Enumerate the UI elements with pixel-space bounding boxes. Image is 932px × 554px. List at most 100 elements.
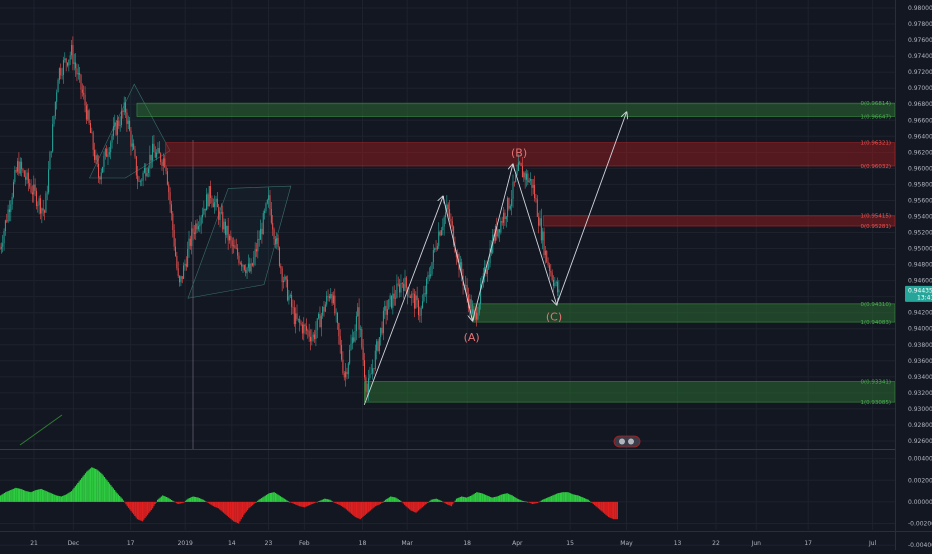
osc-bar — [366, 502, 367, 514]
candle-body — [180, 276, 181, 282]
osc-bar — [1, 495, 2, 502]
time-tick-label: Jun — [751, 540, 762, 547]
osc-bar — [220, 502, 221, 511]
time-tick-label: 15 — [566, 540, 574, 547]
candle-body — [523, 173, 524, 178]
candle-body — [207, 194, 208, 206]
candle-body — [141, 181, 142, 182]
osc-bar — [379, 502, 380, 505]
osc-bar — [358, 502, 359, 519]
osc-bar — [398, 499, 399, 502]
osc-bar — [480, 493, 481, 502]
candle-body — [405, 277, 406, 290]
osc-bar — [200, 499, 201, 502]
price-tick-label: 0.96000 — [908, 165, 932, 172]
osc-bar — [143, 502, 144, 520]
osc-bar — [194, 497, 195, 502]
osc-bar — [361, 502, 362, 518]
osc-bar — [234, 502, 235, 522]
candle-body — [518, 163, 519, 171]
osc-bar — [445, 502, 446, 503]
candle-body — [344, 373, 345, 377]
candle-body — [220, 212, 221, 220]
osc-bar — [437, 499, 438, 502]
candle-body — [301, 323, 302, 324]
candle-body — [437, 246, 438, 249]
candle-body — [400, 283, 401, 293]
time-tick-label: 2019 — [178, 540, 193, 547]
candle-body — [287, 280, 288, 301]
osc-bar — [257, 501, 258, 502]
candle-body — [319, 314, 320, 327]
candle-body — [24, 171, 25, 177]
osc-bar — [405, 502, 406, 506]
candle-body — [328, 296, 329, 297]
candle-body — [445, 212, 446, 217]
osc-bar — [219, 502, 220, 510]
osc-bar — [99, 472, 100, 502]
osc-bar — [503, 494, 504, 502]
osc-bar — [227, 502, 228, 516]
osc-bar — [325, 499, 326, 502]
candle-body — [189, 239, 190, 249]
price-tick-label: 0.95600 — [908, 197, 932, 204]
osc-bar — [268, 493, 269, 502]
osc-bar — [33, 491, 34, 502]
osc-bar — [222, 502, 223, 512]
candle-body — [118, 121, 119, 126]
candle-body — [167, 171, 168, 184]
candle-body — [450, 219, 451, 221]
osc-bar — [442, 502, 443, 503]
candle-body — [211, 198, 212, 203]
osc-bar — [162, 495, 163, 501]
candle-body — [201, 217, 202, 224]
osc-bar — [57, 496, 58, 502]
time-tick-label: 13 — [674, 540, 682, 547]
osc-bar — [170, 499, 171, 502]
candle-body — [271, 209, 272, 223]
candle-body — [274, 229, 275, 239]
osc-bar — [599, 502, 600, 510]
osc-bar — [172, 501, 173, 502]
osc-bar — [408, 502, 409, 508]
candle-body — [5, 220, 6, 231]
candle-body — [82, 90, 83, 93]
osc-bar — [548, 497, 549, 502]
candle-body — [170, 192, 171, 204]
candle-body — [81, 75, 82, 90]
osc-bar — [256, 502, 257, 503]
osc-bar — [436, 499, 437, 502]
osc-bar — [133, 502, 134, 514]
osc-bar — [426, 502, 427, 504]
osc-bar — [577, 495, 578, 501]
candle-body — [270, 195, 271, 209]
osc-bar — [237, 502, 238, 523]
osc-bar — [414, 502, 415, 512]
candle-body — [434, 248, 435, 250]
candle-body — [498, 229, 499, 236]
osc-bar — [558, 493, 559, 502]
osc-bar — [157, 500, 158, 502]
osc-bar — [95, 469, 96, 502]
osc-bar — [51, 493, 52, 502]
osc-bar — [509, 494, 510, 502]
osc-bar — [574, 495, 575, 502]
osc-bar — [508, 494, 509, 502]
osc-bar — [185, 501, 186, 502]
candle-body — [500, 221, 501, 232]
osc-bar — [595, 502, 596, 506]
osc-bar — [613, 502, 614, 519]
osc-bar — [246, 502, 247, 512]
candle-body — [253, 257, 254, 265]
fib-zone — [543, 216, 895, 226]
osc-bar — [229, 502, 230, 518]
osc-bar — [317, 502, 318, 503]
candle-body — [355, 331, 356, 342]
osc-bar — [338, 502, 339, 505]
osc-bar — [118, 495, 119, 502]
osc-bar — [206, 502, 207, 503]
candle-body — [558, 290, 559, 293]
candle-body — [108, 154, 109, 156]
